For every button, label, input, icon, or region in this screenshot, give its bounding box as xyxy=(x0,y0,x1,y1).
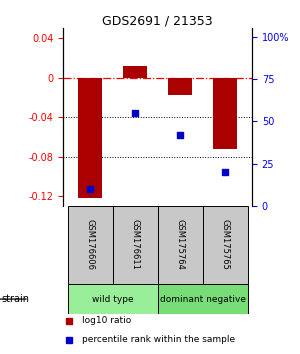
Text: percentile rank within the sample: percentile rank within the sample xyxy=(82,335,235,344)
Text: GSM175764: GSM175764 xyxy=(176,219,184,270)
Bar xyxy=(202,206,247,284)
Text: GSM176611: GSM176611 xyxy=(130,219,140,270)
Text: dominant negative: dominant negative xyxy=(160,295,245,304)
Bar xyxy=(168,78,192,96)
Point xyxy=(223,169,227,175)
Text: GSM175765: GSM175765 xyxy=(220,219,230,270)
Point xyxy=(88,186,92,192)
Text: strain: strain xyxy=(1,294,29,304)
Text: wild type: wild type xyxy=(92,295,133,304)
Point xyxy=(178,132,182,138)
Bar xyxy=(158,206,202,284)
Text: log10 ratio: log10 ratio xyxy=(82,316,131,325)
Text: GSM176606: GSM176606 xyxy=(85,219,94,270)
Point xyxy=(133,110,137,116)
Bar xyxy=(112,206,158,284)
Bar xyxy=(68,206,112,284)
Bar xyxy=(213,78,237,149)
Bar xyxy=(123,66,147,78)
Bar xyxy=(158,284,248,314)
Bar xyxy=(68,284,158,314)
Title: GDS2691 / 21353: GDS2691 / 21353 xyxy=(102,14,213,27)
Bar xyxy=(78,78,102,198)
